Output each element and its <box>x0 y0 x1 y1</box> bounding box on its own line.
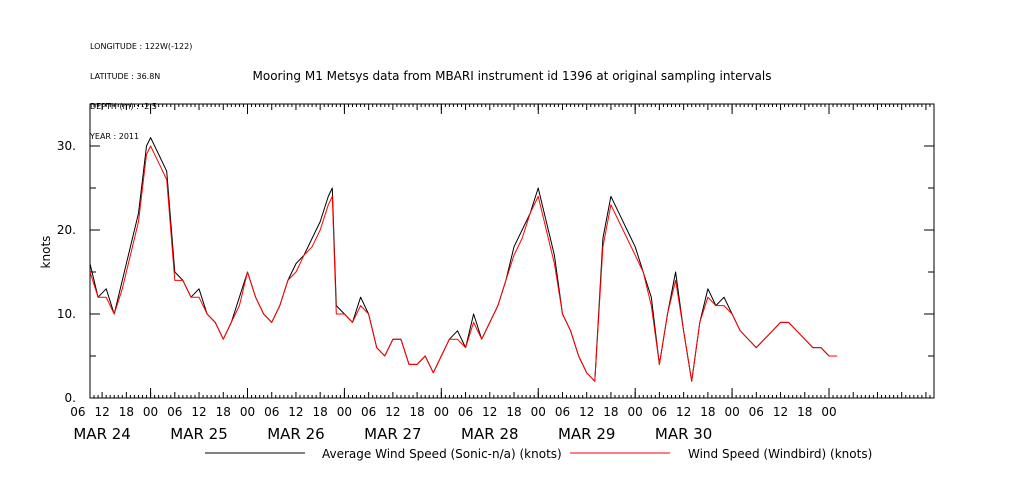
y-axis-label: knots <box>39 236 53 269</box>
x-tick-label: 18 <box>700 405 715 419</box>
x-tick-label: 00 <box>821 405 836 419</box>
x-tick-label: 06 <box>361 405 376 419</box>
x-tick-label: 06 <box>555 405 570 419</box>
x-day-label: MAR 30 <box>655 425 712 443</box>
x-tick-label: 06 <box>652 405 667 419</box>
x-tick-label: 12 <box>773 405 788 419</box>
x-tick-label: 06 <box>264 405 279 419</box>
x-day-label: MAR 26 <box>267 425 324 443</box>
x-tick-label: 00 <box>628 405 643 419</box>
x-tick-label: 06 <box>458 405 473 419</box>
x-tick-label: 00 <box>531 405 546 419</box>
y-tick-label: 0. <box>65 391 76 405</box>
legend: Average Wind Speed (Sonic-n/a) (knots) W… <box>205 447 872 461</box>
x-day-label: MAR 27 <box>364 425 421 443</box>
x-tick-label: 06 <box>167 405 182 419</box>
y-axis: 0. 10. 20. 30. <box>57 103 934 405</box>
latitude-text: LATITUDE : 36.8N <box>90 72 161 81</box>
plot-frame <box>89 103 935 399</box>
legend-label-sonic: Average Wind Speed (Sonic-n/a) (knots) <box>322 447 562 461</box>
x-tick-label: 18 <box>409 405 424 419</box>
x-axis: 06 12 18 00 06 12 18 00 06 12 18 00 06 12 18 00 06 12 18 00… <box>70 104 935 443</box>
series-line-windbird <box>89 145 838 382</box>
y-tick-label: 30. <box>57 139 76 153</box>
y-tick-label: 10. <box>57 307 76 321</box>
x-tick-label: 12 <box>579 405 594 419</box>
y-tick-label: 20. <box>57 223 76 237</box>
x-day-label: MAR 25 <box>170 425 227 443</box>
x-day-label: MAR 29 <box>558 425 615 443</box>
x-tick-label: 06 <box>749 405 764 419</box>
x-tick-label: 00 <box>434 405 449 419</box>
x-tick-label: 00 <box>724 405 739 419</box>
year-text: YEAR : 2011 <box>90 132 140 141</box>
x-day-label: MAR 24 <box>73 425 130 443</box>
longitude-text: LONGITUDE : 122W(-122) <box>90 42 193 51</box>
x-tick-label: 12 <box>94 405 109 419</box>
x-tick-label: 18 <box>216 405 231 419</box>
x-tick-label: 00 <box>240 405 255 419</box>
series-group <box>89 137 838 382</box>
series-line-sonic <box>89 137 838 382</box>
x-tick-label: 12 <box>191 405 206 419</box>
x-tick-label: 18 <box>313 405 328 419</box>
x-tick-label: 18 <box>603 405 618 419</box>
chart-title: Mooring M1 Metsys data from MBARI instru… <box>253 69 772 83</box>
x-tick-label: 12 <box>482 405 497 419</box>
x-tick-label: 12 <box>385 405 400 419</box>
x-tick-label: 18 <box>506 405 521 419</box>
x-tick-label: 18 <box>797 405 812 419</box>
x-tick-label: 00 <box>143 405 158 419</box>
x-tick-label: 12 <box>288 405 303 419</box>
x-tick-label: 12 <box>676 405 691 419</box>
x-tick-label: 00 <box>337 405 352 419</box>
x-tick-label: 06 <box>70 405 85 419</box>
x-tick-label: 18 <box>119 405 134 419</box>
x-day-label: MAR 28 <box>461 425 518 443</box>
legend-label-windbird: Wind Speed (Windbird) (knots) <box>688 447 872 461</box>
